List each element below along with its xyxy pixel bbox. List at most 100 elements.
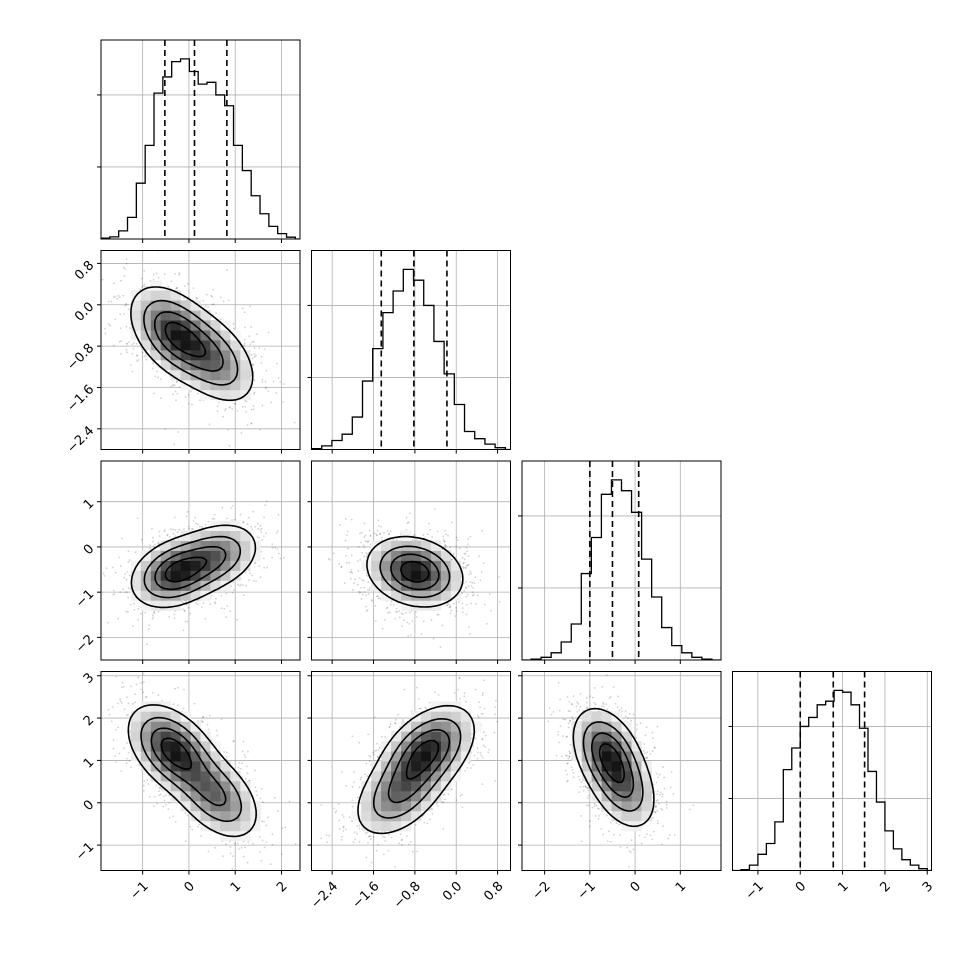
scatter-point [189,612,192,615]
scatter-point [377,519,379,522]
scatter-point [178,386,181,389]
density-cell [401,600,412,611]
scatter-point [223,751,226,753]
scatter-point [193,702,196,705]
density-cell [411,590,422,601]
scatter-point [197,719,200,722]
scatter-point [210,739,213,741]
scatter-point [258,565,261,567]
scatter-panel-2-0: −2−101 [73,460,301,664]
scatter-point [357,546,360,548]
scatter-point [142,681,145,683]
scatter-point [174,384,176,387]
scatter-point [374,620,377,622]
scatter-point [125,348,128,351]
scatter-point [463,561,465,564]
density-cell [180,369,191,381]
scatter-point [256,536,259,538]
scatter-point [127,596,130,599]
scatter-point [103,575,106,577]
scatter-point [369,534,372,536]
scatter-point [450,559,453,561]
scatter-point [188,527,190,530]
scatter-point [360,598,363,600]
scatter-point [176,392,179,395]
scatter-point [403,619,405,622]
scatter-point [240,583,242,586]
scatter-point [469,535,472,538]
scatter-point [265,386,267,389]
scatter-point [347,547,349,550]
scatter-point [363,536,366,539]
scatter-point [478,555,481,558]
density-cell [190,590,201,601]
scatter-point [466,564,469,567]
scatter-point [465,613,468,616]
scatter-point [387,533,390,536]
scatter-point [225,751,228,754]
scatter-point [368,540,370,542]
scatter-point [143,283,146,286]
scatter-point [157,276,160,279]
density-cell [450,570,462,581]
scatter-point [266,566,268,569]
scatter-point [214,602,217,605]
scatter-point [488,593,491,596]
density-cell [190,550,201,561]
scatter-point [482,562,485,564]
scatter-point [195,297,198,299]
density-cell [180,359,191,371]
scatter-point [264,380,267,383]
scatter-point [467,555,470,558]
scatter-point [130,685,132,688]
scatter-point [220,296,222,299]
scatter-point [142,285,145,287]
scatter-point [258,536,261,539]
scatter-point [115,729,117,731]
density-cell [411,550,422,561]
scatter-point [333,552,335,555]
scatter-point [253,347,256,349]
scatter-point [249,572,251,575]
scatter-point [137,607,140,610]
scatter-point [392,538,394,541]
scatter-point [252,408,255,411]
scatter-point [458,601,460,604]
scatter-point [448,606,451,609]
scatter-point [470,572,473,575]
scatter-point [128,559,131,561]
density-cell [420,570,432,581]
scatter-point [377,595,379,598]
scatter-point [354,578,356,581]
density-cell [210,379,221,391]
panel-frame [100,250,301,450]
scatter-point [124,268,127,270]
scatter-point [261,539,264,541]
density-cell [130,580,142,591]
scatter-point [461,592,464,595]
scatter-point [109,324,111,327]
density-cell [130,300,142,311]
scatter-point [127,587,130,589]
density-cell [230,340,241,351]
scatter-point [244,326,246,329]
scatter-point [207,850,210,853]
scatter-point [461,556,464,559]
scatter-point [464,566,466,569]
density-cell [391,580,402,591]
scatter-point [267,816,269,819]
scatter-point [469,581,472,583]
scatter-point [134,551,137,554]
scatter-point [161,699,164,702]
scatter-point [189,825,192,828]
scatter-point [171,385,174,387]
density-cell [381,570,392,581]
scatter-point [127,560,130,563]
scatter-point [177,531,179,533]
scatter-point [470,585,473,587]
scatter-point [205,293,208,296]
scatter-point [136,354,138,357]
scatter-point [129,603,132,606]
density-cell [430,540,442,551]
